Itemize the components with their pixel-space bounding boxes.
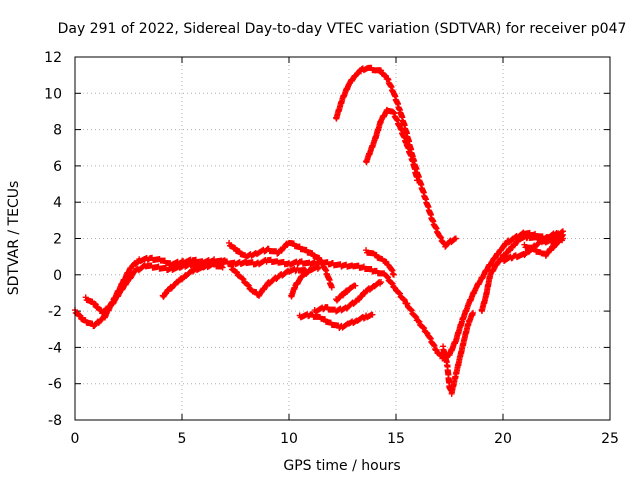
- data-point-marker: [228, 263, 235, 270]
- data-point-marker: [352, 282, 359, 289]
- track-lower-loop-return: [311, 279, 385, 315]
- data-point-marker: [314, 265, 321, 272]
- data-point-marker: [452, 235, 459, 242]
- data-point-marker: [433, 346, 440, 353]
- y-tick-label: 10: [44, 86, 62, 102]
- data-point-marker: [414, 177, 421, 184]
- data-point-marker: [77, 312, 84, 319]
- y-tick-label: 4: [53, 195, 62, 211]
- data-point-marker: [383, 258, 390, 265]
- track-left-dip: [159, 257, 228, 300]
- y-tick-label: -2: [48, 304, 62, 320]
- data-point-marker: [470, 309, 477, 316]
- track-mid-band: [226, 239, 335, 291]
- x-axis-label: GPS time / hours: [283, 458, 400, 474]
- data-point-marker: [219, 264, 226, 271]
- plot-frame: [74, 56, 611, 421]
- data-point-marker: [547, 247, 554, 254]
- data-point-marker: [92, 301, 99, 308]
- data-point-marker: [309, 250, 316, 257]
- chart-title: Day 291 of 2022, Sidereal Day-to-day VTE…: [58, 21, 627, 37]
- data-point-marker: [315, 264, 322, 271]
- data-point-marker: [553, 230, 560, 237]
- data-point-marker: [221, 257, 228, 264]
- x-tick-label: 5: [178, 431, 187, 447]
- track-right-lower: [521, 235, 566, 259]
- y-tick-label: 2: [53, 232, 62, 248]
- data-point-marker: [226, 239, 233, 246]
- data-point-marker: [559, 235, 566, 242]
- x-tick-label: 0: [71, 431, 80, 447]
- y-tick-label: 6: [53, 159, 62, 175]
- track-spike-down: [440, 309, 477, 397]
- data-point-marker: [369, 311, 376, 318]
- data-point-marker: [378, 67, 385, 74]
- track-right-mid: [500, 230, 560, 264]
- x-tick-label: 10: [280, 431, 298, 447]
- data-point-marker: [240, 276, 247, 283]
- track-inner-arc: [363, 106, 421, 184]
- y-tick-label: 12: [44, 50, 62, 66]
- data-point-marker: [328, 284, 335, 291]
- track-mid-band-lower: [228, 263, 310, 299]
- data-points: [72, 64, 566, 397]
- y-axis-label: SDTVAR / TECUs: [6, 181, 22, 296]
- y-tick-label: -6: [48, 377, 62, 393]
- data-point-marker: [233, 269, 240, 276]
- y-tick-label: 8: [53, 123, 62, 139]
- x-tick-label: 20: [494, 431, 512, 447]
- track-tail-9-11: [288, 263, 322, 300]
- y-tick-label: -8: [48, 413, 62, 429]
- data-point-marker: [378, 279, 385, 286]
- data-point-marker: [390, 271, 397, 278]
- track-lower-loop: [296, 311, 376, 332]
- x-tick-label: 25: [601, 431, 619, 447]
- y-tick-label: 0: [53, 268, 62, 284]
- y-tick-label: -4: [48, 340, 62, 356]
- data-point-marker: [360, 315, 367, 322]
- data-point-marker: [552, 231, 559, 238]
- axis-ticks: 0 5 10 15 20 25 -8 -6 -4 -2 0 2 4 6 8 10 12: [44, 50, 619, 447]
- track-post-16-branch: [363, 247, 397, 278]
- x-tick-label: 15: [387, 431, 405, 447]
- track-left-bump: [333, 282, 359, 304]
- data-point-marker: [502, 241, 509, 248]
- data-point-marker: [245, 282, 252, 289]
